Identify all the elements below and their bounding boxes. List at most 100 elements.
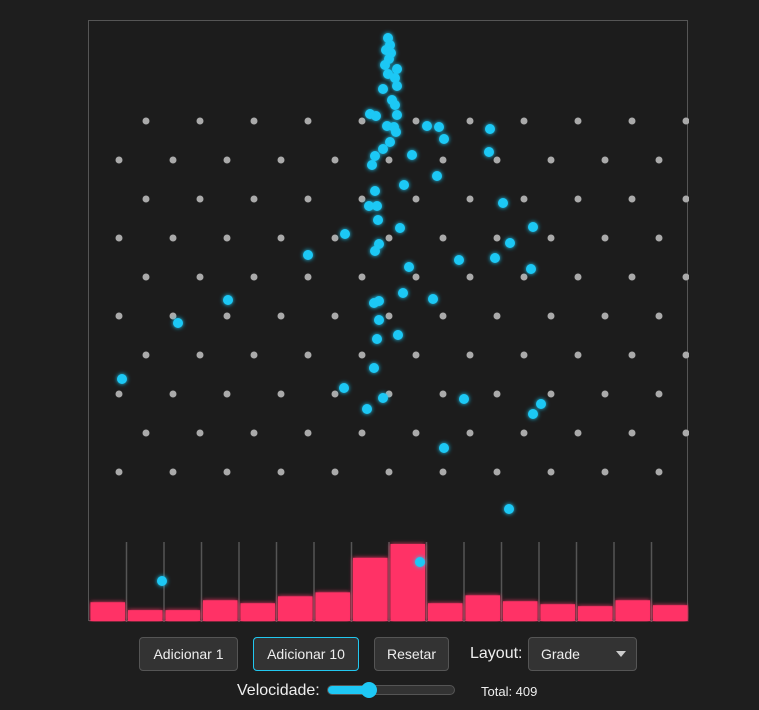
reset-button[interactable]: Resetar (374, 637, 449, 671)
peg (142, 117, 150, 125)
ball (157, 576, 167, 586)
histogram-bar (240, 603, 275, 621)
ball (439, 134, 449, 144)
peg (196, 351, 204, 359)
peg (574, 351, 582, 359)
ball (485, 124, 495, 134)
histogram-bar (428, 603, 463, 621)
peg (250, 117, 258, 125)
ball (528, 222, 538, 232)
peg (250, 351, 258, 359)
histogram-bar (653, 605, 688, 621)
ball (528, 409, 538, 419)
peg (655, 156, 663, 164)
peg (358, 117, 366, 125)
slider-thumb[interactable] (361, 682, 377, 698)
ball (223, 295, 233, 305)
peg (169, 312, 177, 320)
peg (655, 312, 663, 320)
histogram-bar (615, 600, 650, 621)
peg (466, 429, 474, 437)
peg (493, 156, 501, 164)
peg (439, 312, 447, 320)
peg (628, 117, 636, 125)
ball (391, 127, 401, 137)
peg (547, 468, 555, 476)
peg (628, 351, 636, 359)
peg (331, 156, 339, 164)
peg (574, 195, 582, 203)
peg (142, 429, 150, 437)
ball (372, 334, 382, 344)
ball (173, 318, 183, 328)
ball (392, 64, 402, 74)
peg (520, 429, 528, 437)
peg (682, 351, 689, 359)
peg (358, 195, 366, 203)
add-1-button[interactable]: Adicionar 1 (139, 637, 238, 671)
peg (493, 234, 501, 242)
peg (331, 468, 339, 476)
ball (390, 100, 400, 110)
ball (117, 374, 127, 384)
total-count: Total: 409 (481, 684, 538, 699)
peg (277, 312, 285, 320)
ball (505, 238, 515, 248)
peg (520, 351, 528, 359)
ball (385, 137, 395, 147)
ball (392, 81, 402, 91)
peg (520, 117, 528, 125)
add-10-button[interactable]: Adicionar 10 (253, 637, 359, 671)
peg (385, 156, 393, 164)
peg (331, 312, 339, 320)
peg (385, 312, 393, 320)
ball (393, 330, 403, 340)
peg (601, 312, 609, 320)
histogram-bar (390, 544, 425, 621)
peg (277, 390, 285, 398)
peg (628, 195, 636, 203)
peg (412, 273, 420, 281)
ball (398, 288, 408, 298)
peg (304, 117, 312, 125)
ball (407, 150, 417, 160)
peg (142, 273, 150, 281)
peg (682, 273, 689, 281)
layout-select[interactable]: Grade (528, 637, 637, 671)
peg (655, 234, 663, 242)
peg (115, 390, 123, 398)
ball (484, 147, 494, 157)
peg (655, 390, 663, 398)
peg (601, 390, 609, 398)
peg (682, 195, 689, 203)
peg (115, 156, 123, 164)
histogram-bar (465, 595, 500, 621)
peg (628, 273, 636, 281)
ball (439, 443, 449, 453)
ball (369, 363, 379, 373)
histogram-bar (90, 602, 125, 621)
speed-slider[interactable] (327, 682, 455, 698)
ball (490, 253, 500, 263)
histogram-bar (503, 601, 538, 621)
peg (547, 390, 555, 398)
ball (370, 151, 380, 161)
peg (493, 468, 501, 476)
peg (547, 156, 555, 164)
ball (422, 121, 432, 131)
peg (466, 117, 474, 125)
peg (601, 234, 609, 242)
peg (304, 429, 312, 437)
peg (169, 234, 177, 242)
speed-label: Velocidade: (237, 682, 320, 699)
ball (373, 215, 383, 225)
peg (115, 312, 123, 320)
peg (277, 234, 285, 242)
peg (628, 429, 636, 437)
peg (439, 156, 447, 164)
ball (428, 294, 438, 304)
layout-label: Layout: (470, 645, 523, 662)
peg (412, 195, 420, 203)
peg (304, 195, 312, 203)
ball (504, 504, 514, 514)
